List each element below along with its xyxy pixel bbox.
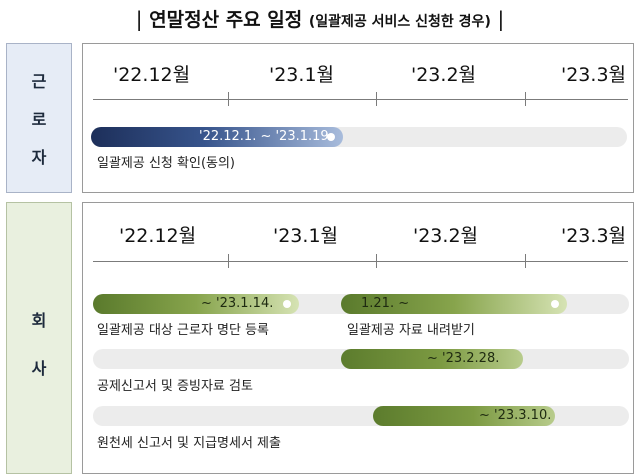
company-char-2: 사 — [31, 359, 47, 378]
company-download-range: 1.21. ~ — [361, 296, 410, 311]
worker-consent-dot — [327, 133, 335, 141]
worker-month-feb: '23.2월 — [411, 64, 477, 86]
company-month-dec: '22.12월 — [119, 225, 197, 247]
company-register-label: 일괄제공 대상 근로자 명단 등록 — [97, 323, 270, 338]
worker-timeline-panel: '22.12월 '23.1월 '23.2월 '23.3월 '22.12.1. ~… — [82, 43, 634, 193]
company-timeline-panel: '22.12월 '23.1월 '23.2월 '23.3월 ~ '23.1.14.… — [82, 202, 634, 474]
company-register-bar: ~ '23.1.14. — [93, 294, 299, 314]
worker-month-dec: '22.12월 — [113, 64, 191, 86]
company-tick-mar — [525, 254, 526, 268]
company-review-bar: ~ '23.2.28. — [341, 349, 523, 369]
company-month-jan: '23.1월 — [273, 225, 339, 247]
company-tick-feb — [376, 254, 377, 268]
company-register-range: ~ '23.1.14. — [201, 296, 274, 311]
worker-consent-label: 일괄제공 신청 확인(동의) — [97, 156, 236, 171]
page-title: | 연말정산 주요 일정 (일괄제공 서비스 신청한 경우) | — [0, 4, 640, 34]
worker-consent-bar: '22.12.1. ~ '23.1.19. — [91, 127, 343, 147]
worker-char-2: 로 — [31, 110, 47, 129]
company-download-bar: 1.21. ~ — [341, 294, 567, 314]
title-bar-right: | — [497, 7, 505, 31]
worker-axis-line — [93, 99, 628, 100]
company-filing-bar: ~ '23.3.10. — [373, 406, 555, 426]
company-axis-line — [93, 261, 628, 262]
company-review-range: ~ '23.2.28. — [427, 351, 500, 366]
company-month-feb: '23.2월 — [413, 225, 479, 247]
worker-tick-feb — [376, 92, 377, 106]
company-review-label: 공제신고서 및 증빙자료 검토 — [97, 379, 253, 394]
worker-month-mar: '23.3월 — [561, 64, 627, 86]
company-char-1: 회 — [31, 311, 47, 330]
title-main: 연말정산 주요 일정 — [149, 9, 303, 31]
worker-tick-jan — [228, 92, 229, 106]
company-month-mar: '23.3월 — [561, 225, 627, 247]
company-download-dot — [551, 300, 559, 308]
worker-month-jan: '23.1월 — [269, 64, 335, 86]
title-bar-left: | — [135, 7, 143, 31]
worker-consent-range: '22.12.1. ~ '23.1.19. — [199, 129, 333, 144]
company-register-dot — [283, 300, 291, 308]
worker-group-label: 근 로 자 — [6, 43, 72, 193]
company-filing-label: 원천세 신고서 및 지급명세서 제출 — [97, 436, 281, 451]
company-tick-jan — [228, 254, 229, 268]
worker-char-3: 자 — [31, 148, 47, 167]
worker-tick-mar — [525, 92, 526, 106]
title-subtitle: (일괄제공 서비스 신청한 경우) — [308, 14, 491, 30]
company-filing-range: ~ '23.3.10. — [479, 408, 552, 423]
company-download-label: 일괄제공 자료 내려받기 — [347, 323, 475, 338]
company-group-label: 회 사 — [6, 202, 72, 474]
worker-char-1: 근 — [31, 72, 47, 91]
